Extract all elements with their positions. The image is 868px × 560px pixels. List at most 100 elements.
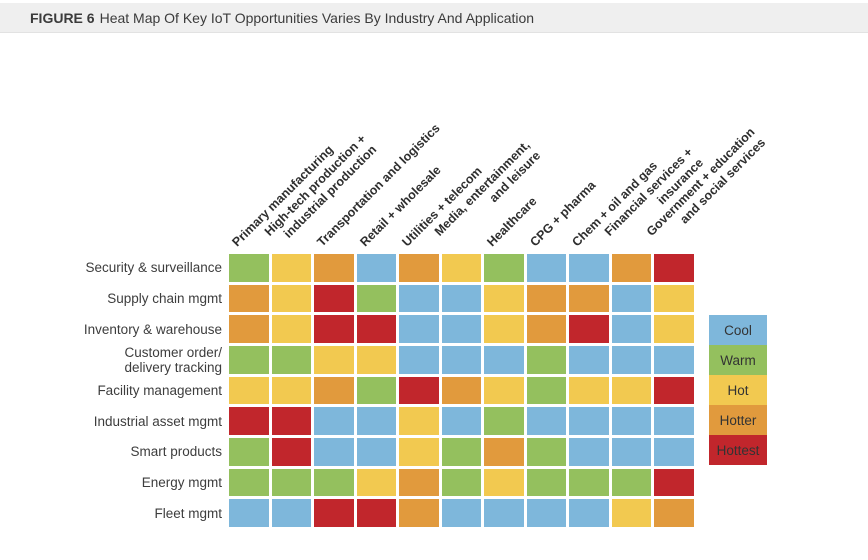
heatmap-cell <box>441 315 482 343</box>
heatmap-cell <box>611 499 652 527</box>
heatmap-cell <box>229 345 269 374</box>
heatmap-cell <box>441 499 482 527</box>
heatmap-cell <box>526 468 567 497</box>
heatmap-cell <box>654 407 694 435</box>
heatmap-cell <box>356 315 397 343</box>
heatmap-cell <box>271 284 312 313</box>
heatmap-cell <box>654 376 694 405</box>
heatmap-cell <box>526 284 567 313</box>
heatmap-cell <box>654 254 694 282</box>
heatmap-cell <box>654 437 694 466</box>
row-label: Customer order/ delivery tracking <box>124 344 222 375</box>
heatmap-cell <box>229 315 269 343</box>
legend-item-warm: Warm <box>709 345 767 375</box>
heatmap-cell <box>356 345 397 374</box>
heatmap-cell <box>441 284 482 313</box>
heatmap-cell <box>526 437 567 466</box>
heatmap-cell <box>356 407 397 435</box>
heatmap-cell <box>526 499 567 527</box>
row-label: Supply chain mgmt <box>107 290 222 306</box>
heatmap-cell <box>399 499 439 527</box>
heatmap-cell <box>484 407 524 435</box>
row-label: Facility management <box>97 382 222 398</box>
row-label: Industrial asset mgmt <box>93 413 222 429</box>
heatmap-cell <box>654 284 694 313</box>
row-label: Inventory & warehouse <box>83 321 222 337</box>
heatmap-cell <box>229 437 269 466</box>
heatmap-cell <box>526 254 567 282</box>
heatmap-cell <box>271 345 312 374</box>
figure-number: FIGURE 6 <box>30 9 95 26</box>
heatmap-cell <box>484 284 524 313</box>
heatmap-cell <box>484 376 524 405</box>
heatmap-cell <box>314 407 354 435</box>
heatmap-cell <box>441 437 482 466</box>
heatmap-cell <box>484 468 524 497</box>
heatmap-cell <box>399 284 439 313</box>
heatmap-cell <box>569 345 609 374</box>
heatmap-cell <box>569 284 609 313</box>
heatmap-cell <box>569 468 609 497</box>
heatmap-cell <box>229 468 269 497</box>
heatmap-cell <box>484 437 524 466</box>
heatmap-cell <box>526 376 567 405</box>
heatmap-cell <box>271 254 312 282</box>
heatmap-cell <box>314 376 354 405</box>
heatmap-cell <box>484 345 524 374</box>
figure-title: FIGURE 6 Heat Map Of Key IoT Opportunitie… <box>30 10 534 26</box>
row-label: Fleet mgmt <box>154 505 222 521</box>
heatmap-cell <box>484 499 524 527</box>
heatmap-cell <box>654 345 694 374</box>
heatmap-cell <box>356 284 397 313</box>
heatmap-cell <box>356 499 397 527</box>
heat-scale-legend: Cool Warm Hot Hotter Hottest <box>709 315 767 465</box>
heatmap-cell <box>271 376 312 405</box>
heatmap-cell <box>399 376 439 405</box>
heatmap-cell <box>399 345 439 374</box>
heatmap-cell <box>441 376 482 405</box>
heatmap-cell <box>314 315 354 343</box>
figure-title-text: Heat Map Of Key IoT Opportunities Varies… <box>99 9 535 26</box>
heatmap-cell <box>611 376 652 405</box>
heatmap-cell <box>314 345 354 374</box>
heatmap-cell <box>229 254 269 282</box>
heatmap-cell <box>611 315 652 343</box>
heatmap-cell <box>356 376 397 405</box>
legend-item-hotter: Hotter <box>709 405 767 435</box>
heatmap-grid <box>229 254 694 527</box>
heatmap-cell <box>569 437 609 466</box>
heatmap-cell <box>441 468 482 497</box>
heatmap-cell <box>526 345 567 374</box>
heatmap-cell <box>569 376 609 405</box>
heatmap-cell <box>356 254 397 282</box>
heatmap-cell <box>441 254 482 282</box>
legend-item-hot: Hot <box>709 375 767 405</box>
heatmap-cell <box>314 468 354 497</box>
heatmap-cell <box>611 468 652 497</box>
heatmap-cell <box>314 499 354 527</box>
heatmap-cell <box>271 315 312 343</box>
heatmap-cell <box>356 437 397 466</box>
heatmap-cell <box>399 468 439 497</box>
heatmap-cell <box>314 284 354 313</box>
heatmap-cell <box>399 407 439 435</box>
legend-item-cool: Cool <box>709 315 767 345</box>
heatmap-cell <box>484 315 524 343</box>
heatmap-cell <box>399 254 439 282</box>
heatmap-cell <box>314 254 354 282</box>
heatmap-cell <box>611 254 652 282</box>
row-label: Smart products <box>130 444 222 460</box>
row-label: Security & surveillance <box>85 260 222 276</box>
heatmap-cell <box>399 315 439 343</box>
heatmap-cell <box>654 499 694 527</box>
heatmap-cell <box>229 376 269 405</box>
heatmap-cell <box>569 315 609 343</box>
heatmap-cell <box>569 499 609 527</box>
heatmap-cell <box>484 254 524 282</box>
heatmap-cell <box>441 345 482 374</box>
heatmap-cell <box>356 468 397 497</box>
heatmap-cell <box>654 315 694 343</box>
heatmap-cell <box>271 437 312 466</box>
heatmap-cell <box>271 499 312 527</box>
